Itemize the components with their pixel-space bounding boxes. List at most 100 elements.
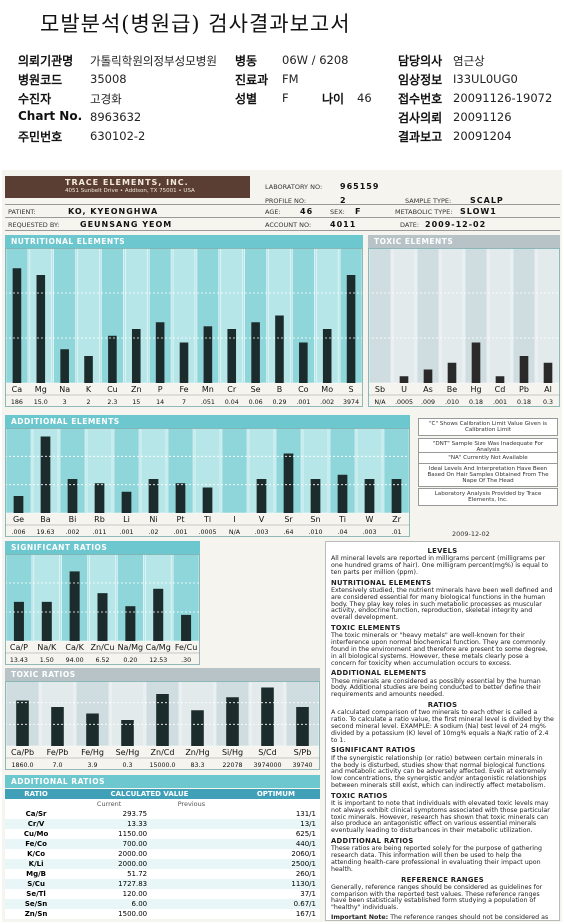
legend-note: "C" Shows Calibration Limit Value Given … — [418, 418, 558, 436]
lab-field-label: REQUESTED BY: — [8, 221, 60, 229]
ratio-name: K/Co — [27, 850, 46, 858]
bar — [69, 571, 80, 641]
rule — [5, 230, 560, 231]
element-result: 7.0 — [52, 762, 62, 769]
section-header: NUTRITIONAL ELEMENTS — [5, 235, 363, 248]
note-text: A calculated comparison of two minerals … — [331, 709, 554, 744]
legend-note: Ideal Levels And Interpretation Have Bee… — [418, 463, 558, 487]
ratio-name: Se/Sn — [24, 900, 48, 908]
ratio-previous — [151, 899, 232, 909]
rule — [5, 217, 560, 218]
element-label: Fe — [179, 385, 188, 394]
ratio-optimum: 37/1 — [300, 890, 316, 898]
ratio-previous — [151, 809, 232, 819]
element-label: Mg — [35, 385, 47, 394]
bar — [41, 601, 52, 641]
bar — [296, 707, 309, 746]
element-label: Na/Mg — [118, 643, 144, 652]
info-label: 진료과 — [235, 73, 269, 87]
element-result: .009 — [421, 399, 435, 406]
ratio-previous — [151, 849, 232, 859]
element-result: 1860.0 — [11, 762, 33, 769]
lab-logo: TRACE ELEMENTS, INC. 4051 Sunbelt Drive •… — [5, 176, 250, 198]
lab-field-label: PROFILE NO: — [265, 197, 307, 205]
lab-field-label: AGE: — [265, 208, 281, 216]
element-label: Tl — [203, 515, 211, 524]
info-value: 46 — [357, 91, 372, 105]
element-label: Ca/P — [10, 643, 28, 652]
element-result: .02 — [148, 529, 158, 536]
ratios-table-wrap: RATIO CALCULATED VALUE OPTIMUM Current Previ… — [5, 789, 320, 919]
element-result: .011 — [92, 529, 106, 536]
note-text: If the synergistic relationship (or rati… — [331, 754, 547, 789]
note-heading: TOXIC ELEMENTS — [331, 624, 401, 633]
ratio-previous — [151, 829, 232, 839]
element-label: K — [86, 385, 92, 394]
frame — [5, 681, 320, 770]
ratio-name: Fe/Co — [25, 840, 47, 848]
lab-field-label: DATE: — [400, 221, 420, 229]
lab-field-value: 46 — [300, 207, 314, 216]
info-value: 20091204 — [453, 129, 512, 143]
table-row: K/Li 2000.00 2500/1 — [5, 859, 320, 869]
info-label: 임상정보 — [398, 73, 443, 87]
lab-field-value: KO, KYEONGHWA — [68, 207, 159, 216]
info-label: Chart No. — [18, 109, 83, 123]
element-label: S — [349, 385, 354, 394]
bar — [125, 606, 136, 641]
column-bg — [416, 248, 440, 384]
bar — [399, 376, 409, 383]
element-result: 3 — [63, 399, 67, 406]
element-result: .04 — [337, 529, 347, 536]
note-heading: TOXIC RATIOS — [331, 791, 388, 800]
bar — [191, 710, 204, 746]
element-label: U — [401, 385, 407, 394]
frame — [368, 248, 560, 407]
element-label: Zn — [131, 385, 142, 394]
element-label: Mo — [321, 385, 333, 394]
note-heading: SIGNIFICANT RATIOS — [331, 746, 416, 755]
column-header: CALCULATED VALUE — [67, 789, 232, 799]
bar — [181, 614, 192, 641]
table-row: S/Cu 1727.83 1130/1 — [5, 879, 320, 889]
element-label: Ti — [338, 515, 346, 524]
bar — [86, 713, 99, 746]
info-label: 수진자 — [18, 92, 52, 106]
ratio-previous — [151, 839, 232, 849]
element-result: 15000.0 — [149, 762, 175, 769]
ratio-current: 6.00 — [131, 900, 148, 908]
lab-field-value: 2009-12-02 — [425, 220, 487, 229]
note-heading: REFERENCE RANGES — [401, 875, 484, 884]
bar — [226, 697, 239, 746]
bar — [519, 356, 529, 383]
element-label: Ca/Mg — [146, 643, 171, 652]
info-label: 병동 — [235, 54, 258, 68]
table-row: Ca/Sr 293.75 131/1 — [5, 809, 320, 819]
info-label: 검사의뢰 — [398, 111, 443, 125]
additional-date: 2009-12-02 — [452, 530, 490, 538]
element-label: Hg — [470, 385, 481, 394]
element-label: P — [158, 385, 163, 394]
bar — [299, 342, 308, 383]
ratio-optimum: 260/1 — [295, 870, 316, 878]
bar — [227, 329, 237, 383]
table-row: Cu/Mo 1150.00 625/1 — [5, 829, 320, 839]
ratio-current: 1500.00 — [118, 910, 148, 918]
section-header: TOXIC ELEMENTS — [368, 235, 560, 248]
subcolumn-header: Previous — [177, 800, 206, 808]
element-label: Zr — [392, 515, 401, 524]
element-result: .001 — [119, 529, 133, 536]
table-row: Zn/Sn 1500.00 167/1 — [5, 909, 320, 919]
bar — [283, 453, 294, 513]
element-result: 0.06 — [249, 399, 263, 406]
element-result: 15.0 — [34, 399, 48, 406]
info-value: 고경화 — [90, 92, 122, 106]
ratio-name: S/Cu — [27, 880, 45, 888]
element-label: S/Cd — [258, 748, 276, 757]
ratio-name: K/Li — [28, 860, 44, 868]
lab-company: TRACE ELEMENTS, INC. — [65, 178, 189, 187]
element-result: .010 — [308, 529, 322, 536]
info-value: 630102-2 — [90, 129, 146, 143]
column-header: OPTIMUM — [231, 789, 320, 799]
note-text: It is important to note that individuals… — [331, 800, 550, 835]
